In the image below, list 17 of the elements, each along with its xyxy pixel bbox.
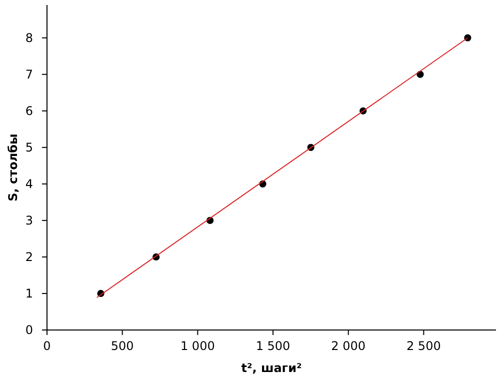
y-tick-label: 7	[25, 67, 33, 82]
y-tick-label: 6	[25, 104, 33, 118]
x-tick-label: 2 500	[406, 339, 441, 353]
y-tick-label: 8	[25, 30, 33, 45]
y-tick-label: 1	[25, 286, 33, 300]
y-tick-label: 5	[25, 140, 33, 154]
x-tick-label: 1 000	[180, 339, 215, 353]
y-tick-label: 2	[25, 250, 33, 264]
x-tick-label: 1 500	[256, 339, 290, 353]
y-tick-label: 4	[25, 176, 33, 191]
y-tick-label: 3	[25, 213, 33, 228]
y-axis-title: S, столбы	[6, 134, 20, 202]
x-axis-title: t², шаги²	[241, 361, 302, 375]
x-tick-label: 2 000	[331, 339, 366, 353]
x-tick-label: 500	[110, 339, 134, 353]
x-tick-label: 0	[43, 339, 51, 353]
y-tick-label: 0	[25, 323, 33, 337]
